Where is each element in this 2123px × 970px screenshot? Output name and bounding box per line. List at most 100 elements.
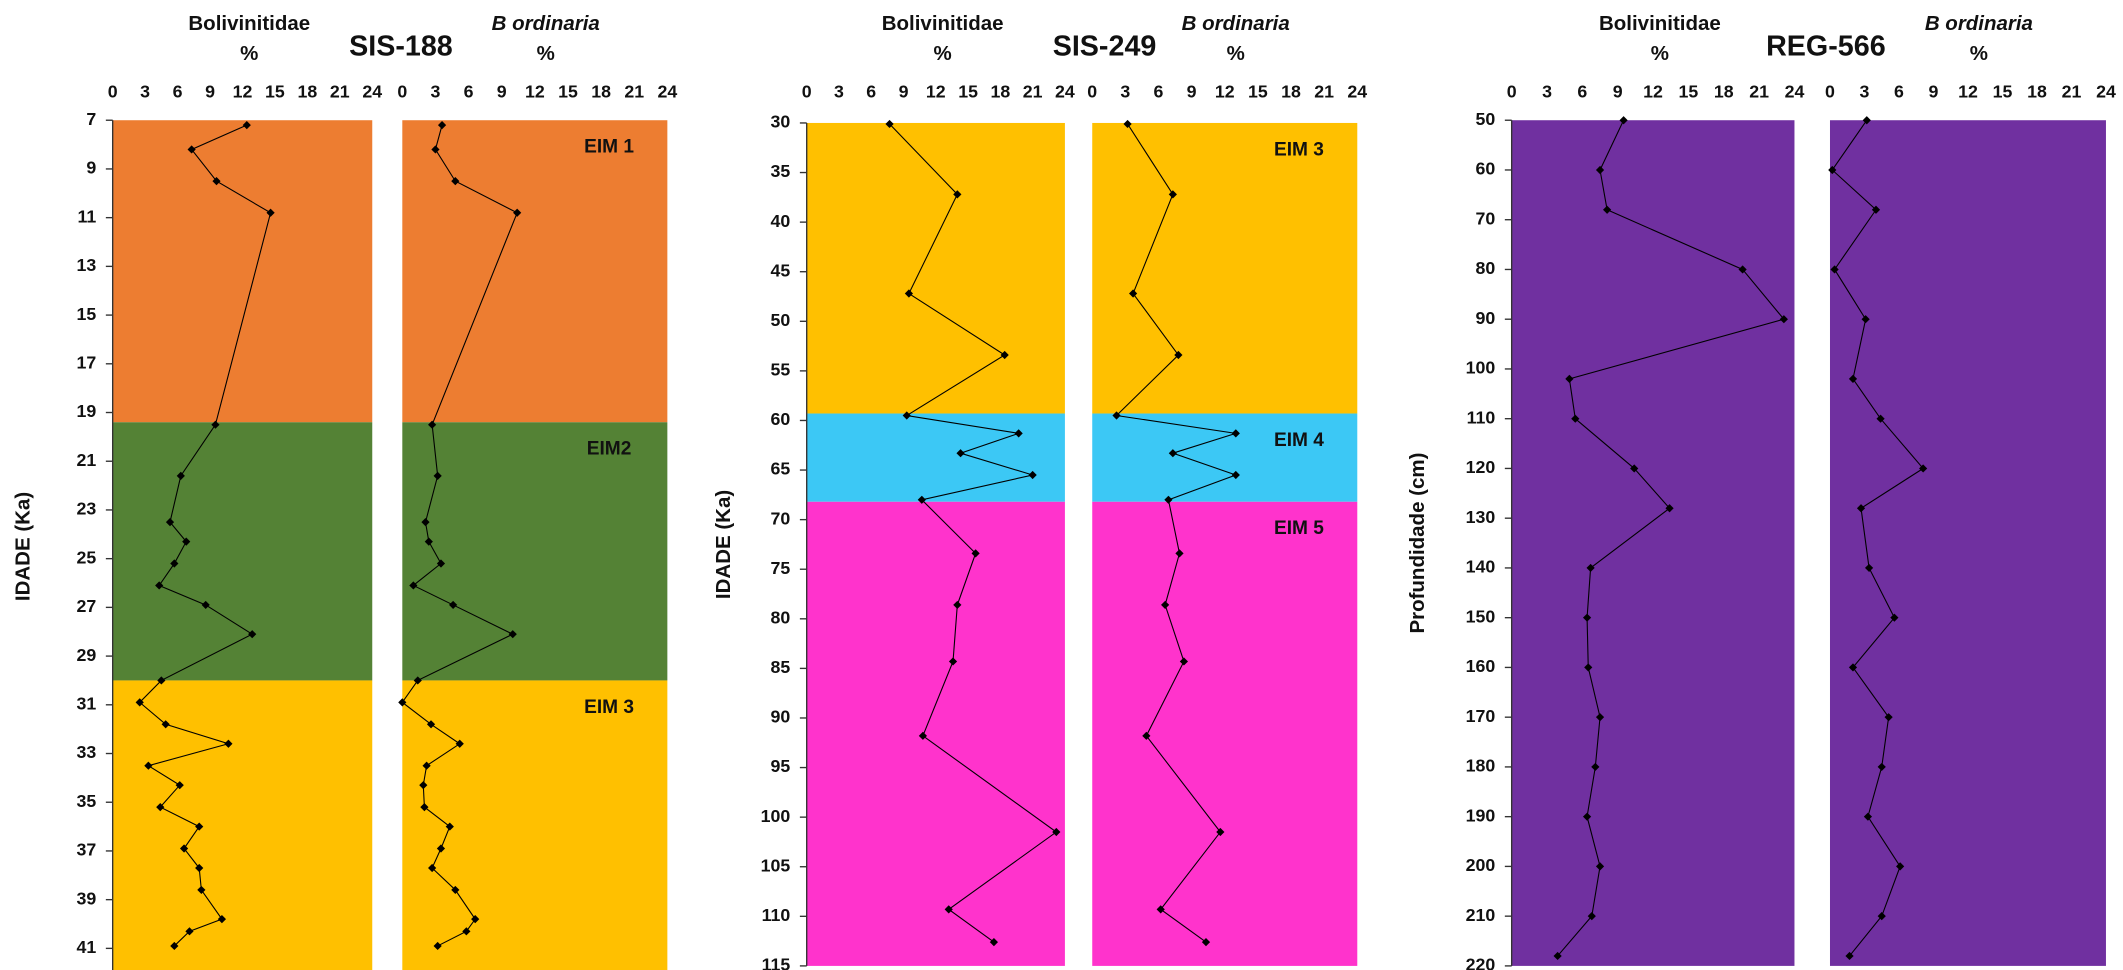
data-point (989, 938, 999, 947)
x-tick-label: 12 (525, 82, 545, 102)
y-tick-label: 9 (86, 158, 96, 178)
x-tick-label: 21 (330, 82, 350, 102)
chart-title: SIS-249 (1053, 30, 1157, 62)
data-point (445, 822, 454, 831)
zone (806, 501, 1065, 966)
y-tick-label: 75 (771, 558, 791, 578)
data-point (1864, 563, 1874, 573)
data-point (1591, 762, 1600, 772)
data-point (248, 630, 257, 639)
y-tick-label: 70 (1476, 208, 1496, 228)
data-point (1890, 613, 1899, 622)
zone (806, 122, 1065, 414)
y-tick-label: 40 (771, 211, 791, 231)
x-tick-label: 3 (834, 82, 844, 102)
data-point (455, 739, 464, 748)
y-tick-label: 30 (771, 112, 791, 132)
data-point (433, 941, 442, 951)
x-tick-label: 3 (1860, 82, 1870, 102)
panel-header: Bolivinitidae (1599, 12, 1721, 35)
zone-label: EIM 3 (1274, 139, 1324, 160)
zone-label: EIM2 (587, 439, 632, 460)
data-point (1877, 762, 1886, 772)
data-point (197, 885, 206, 895)
y-tick-label: 80 (771, 607, 791, 627)
x-tick-label: 24 (362, 82, 382, 102)
x-tick-label: 15 (558, 82, 578, 102)
data-point (420, 803, 429, 812)
data-point (451, 885, 460, 895)
y-tick-label: 15 (77, 304, 97, 324)
data-point (1603, 205, 1612, 214)
data-point (1582, 812, 1592, 821)
x-tick-label: 12 (1958, 82, 1978, 102)
data-point (195, 822, 204, 831)
x-tick-label: 0 (802, 82, 812, 102)
data-point (1142, 731, 1151, 740)
zone (112, 680, 373, 970)
y-tick-label: 17 (77, 352, 97, 372)
data-point (211, 420, 220, 429)
data-point (1863, 812, 1873, 821)
y-tick-label: 29 (77, 645, 97, 665)
y-tick-label: 39 (77, 888, 97, 908)
x-tick-label: 9 (899, 82, 909, 102)
data-point (155, 581, 164, 590)
x-tick-label: 6 (1154, 82, 1164, 102)
x-tick-label: 12 (233, 82, 253, 102)
zone (1829, 120, 2106, 966)
data-point (971, 549, 980, 558)
data-point (1231, 429, 1240, 438)
data-point (431, 145, 440, 154)
data-point (179, 844, 189, 853)
data-point (902, 411, 911, 420)
x-tick-label: 18 (2027, 82, 2047, 102)
zone (1092, 413, 1358, 502)
data-point (1112, 411, 1121, 420)
x-tick-label: 6 (464, 82, 474, 102)
y-tick-label: 80 (1476, 258, 1496, 278)
data-point (428, 420, 437, 429)
y-tick-label: 140 (1466, 557, 1496, 577)
data-point (157, 676, 166, 685)
data-point (224, 739, 233, 748)
data-point (156, 803, 165, 812)
data-point (422, 761, 431, 770)
y-tick-label: 60 (771, 409, 791, 429)
data-point (1862, 116, 1871, 125)
data-point (944, 905, 953, 914)
x-tick-label: 24 (1347, 82, 1367, 102)
y-tick-label: 41 (77, 937, 97, 957)
x-tick-label: 24 (657, 82, 677, 102)
data-point (1630, 464, 1639, 473)
data-point (1828, 165, 1837, 175)
data-point (1571, 414, 1580, 423)
x-tick-label: 15 (1993, 82, 2013, 102)
data-point (1586, 563, 1595, 573)
x-tick-label: 15 (1248, 82, 1268, 102)
y-tick-label: 11 (78, 206, 97, 226)
data-point (953, 600, 962, 610)
x-tick-label: 9 (1613, 82, 1623, 102)
x-tick-label: 21 (1314, 82, 1334, 102)
y-tick-label: 120 (1466, 457, 1496, 477)
data-point (217, 915, 227, 924)
data-point (170, 559, 179, 568)
x-tick-label: 0 (1825, 82, 1835, 102)
data-point (1553, 951, 1562, 961)
data-point (1156, 905, 1165, 914)
y-tick-label: 110 (1467, 407, 1496, 427)
data-point (1619, 116, 1628, 125)
y-tick-label: 200 (1466, 855, 1496, 875)
y-axis-label: Profundidade (cm) (1406, 453, 1429, 634)
x-tick-label: 0 (108, 82, 118, 102)
data-point (1595, 713, 1605, 722)
data-point (195, 863, 204, 873)
data-point (917, 495, 926, 504)
data-point (409, 581, 418, 590)
panel-unit: % (1227, 42, 1245, 65)
y-tick-label: 100 (1466, 358, 1496, 378)
x-tick-label: 18 (990, 82, 1010, 102)
y-tick-label: 170 (1466, 706, 1496, 726)
y-tick-label: 35 (77, 791, 97, 811)
